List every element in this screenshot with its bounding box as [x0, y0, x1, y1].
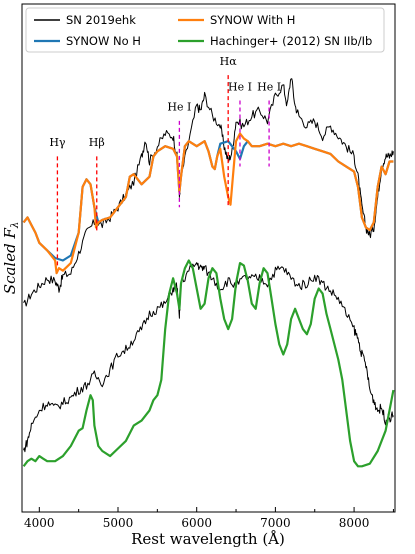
series-layer: [22, 78, 395, 468]
annotation-label-5: He I: [257, 80, 281, 93]
legend-entry-synow-with-h: SYNOW With H: [178, 13, 295, 27]
series-line-hachinger-2012-sn-iib-ib-lower: [22, 259, 395, 468]
x-axis-ticks: 4000 5000 6000 7000 8000: [24, 507, 394, 530]
x-tick-label-6000: 6000: [181, 516, 212, 530]
y-axis-label-sub: λ: [10, 222, 21, 229]
series-line-synow-with-h-upper: [22, 132, 394, 275]
annotation-label-0: Hγ: [49, 136, 66, 149]
annotation-label-2: He I: [167, 101, 191, 114]
annotations: Hγ Hβ He I Hα He I He I: [49, 55, 281, 269]
x-tick-label-4000: 4000: [24, 516, 55, 530]
plot-frame: [21, 3, 396, 513]
annotation-label-1: Hβ: [89, 136, 105, 149]
legend-entry-hachinger: Hachinger+ (2012) SN IIb/Ib: [178, 34, 372, 48]
legend-entry-sn2019ehk: SN 2019ehk: [34, 13, 136, 27]
x-tick-label-8000: 8000: [339, 516, 370, 530]
x-tick-label-5000: 5000: [103, 516, 134, 530]
legend: SN 2019ehk SYNOW With H SYNOW No H Hachi…: [25, 7, 385, 53]
annotation-label-3: Hα: [220, 55, 238, 68]
y-axis-label-main: Scaled F: [1, 228, 19, 295]
x-axis-label: Rest wavelength (Å): [131, 530, 285, 548]
series-line-sn-2019ehk-lower: [23, 262, 394, 453]
legend-box: [25, 7, 385, 53]
series-line-synow-no-h-upper: [22, 140, 394, 262]
legend-label-synow-with-h: SYNOW With H: [210, 13, 295, 27]
legend-label-sn2019ehk: SN 2019ehk: [66, 13, 136, 27]
y-axis-label: Scaled Fλ: [1, 222, 21, 294]
annotation-label-4: He I: [228, 80, 252, 93]
legend-label-hachinger: Hachinger+ (2012) SN IIb/Ib: [210, 34, 372, 48]
legend-label-synow-no-h: SYNOW No H: [66, 34, 141, 48]
legend-entry-synow-no-h: SYNOW No H: [34, 34, 141, 48]
x-tick-label-7000: 7000: [260, 516, 291, 530]
